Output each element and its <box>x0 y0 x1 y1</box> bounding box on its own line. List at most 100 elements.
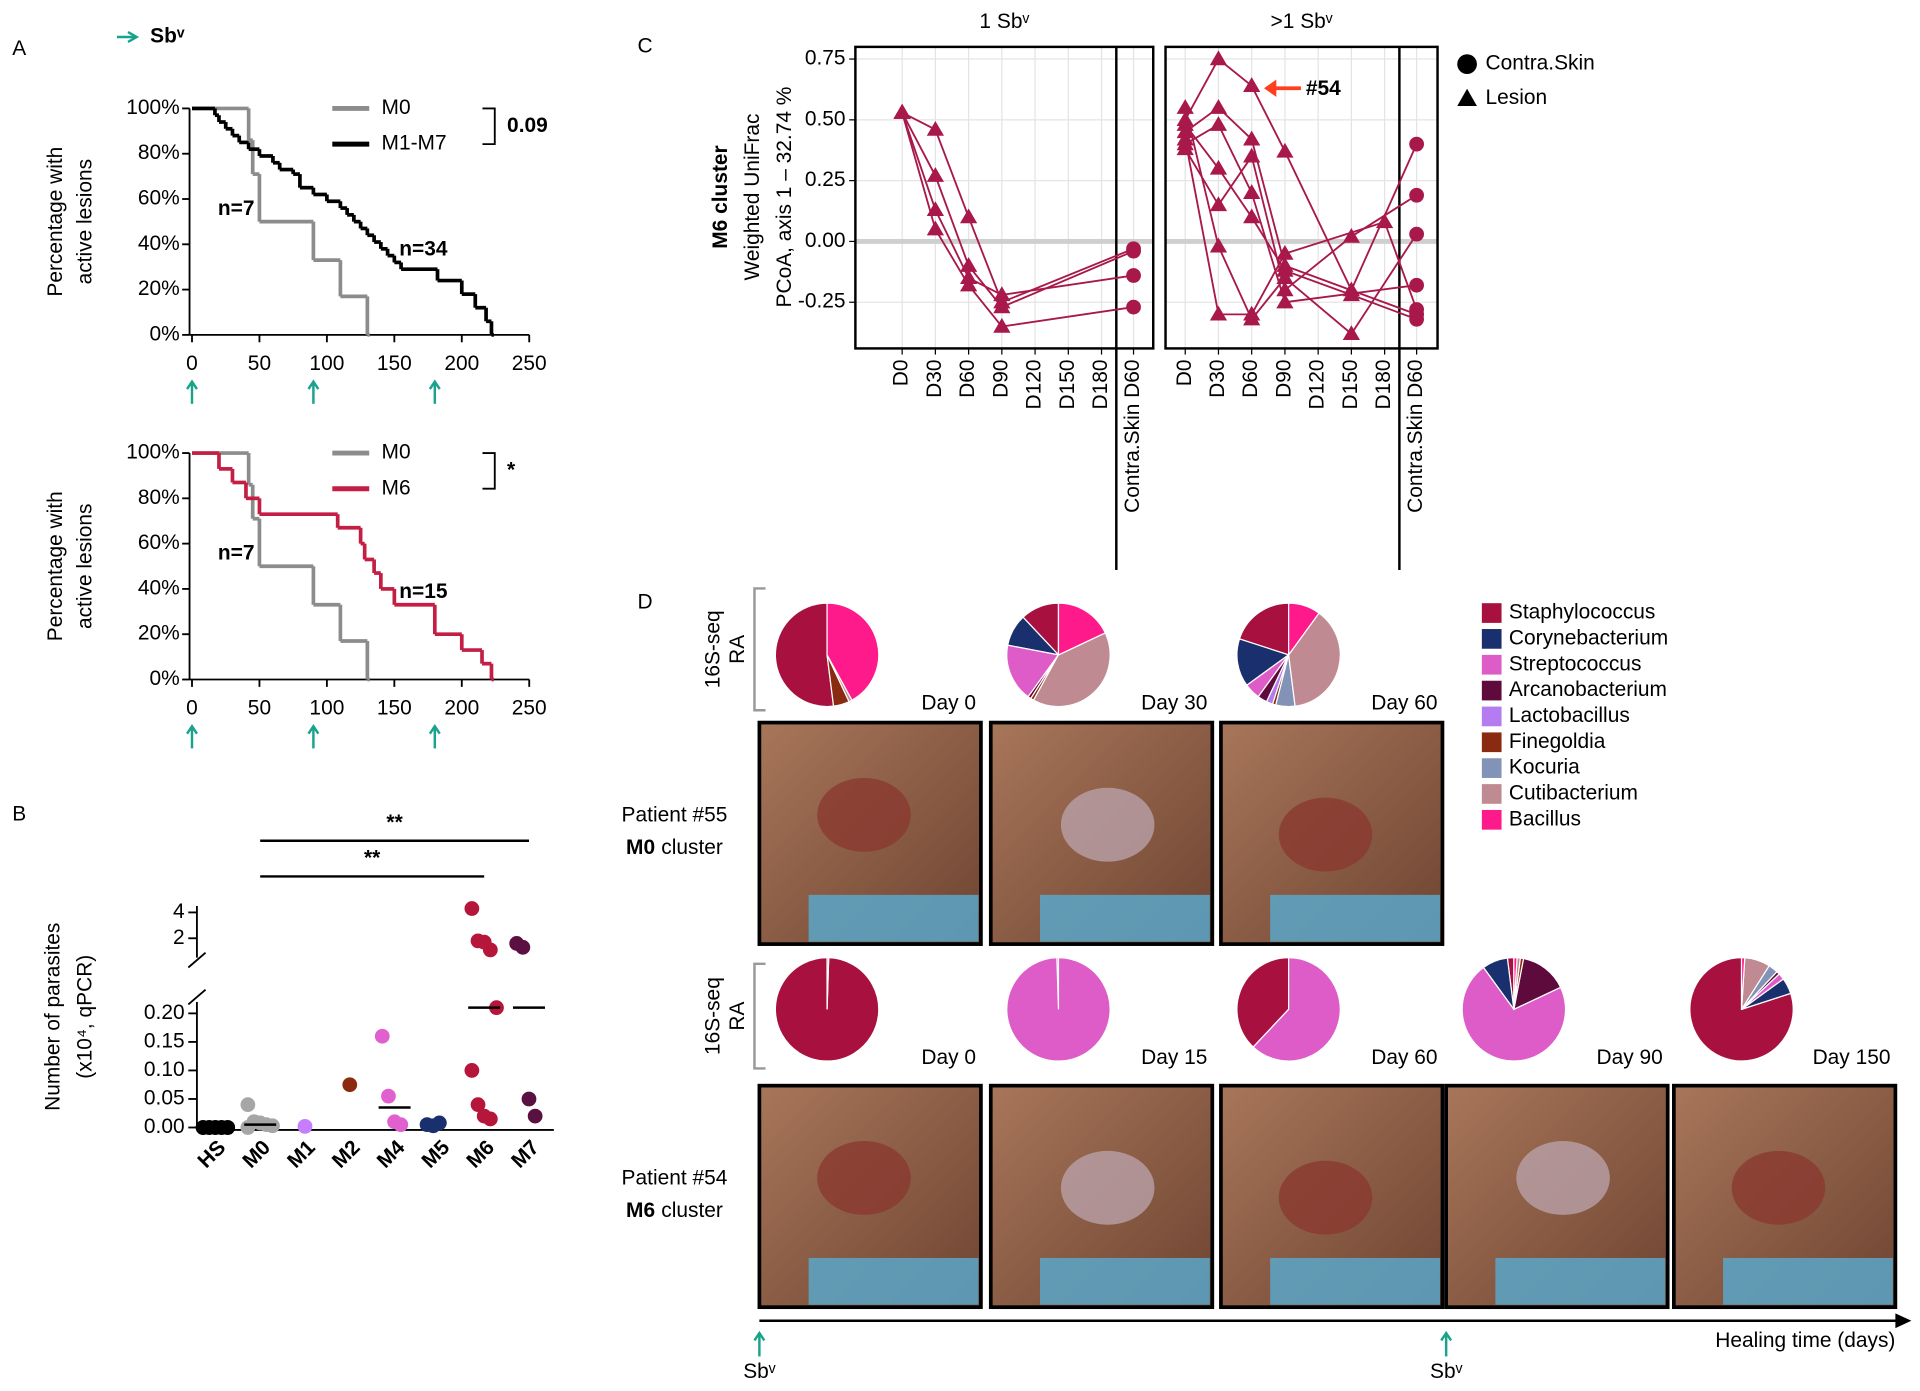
y-tick-label: 20% <box>138 277 180 300</box>
point <box>1209 237 1228 253</box>
arrow-head <box>307 379 320 390</box>
ra-label: RA <box>726 635 749 664</box>
pie-slice <box>1057 602 1107 656</box>
n-label: n=34 <box>399 238 448 261</box>
y-tick-label: 2 <box>173 926 185 949</box>
pie-slice <box>1032 632 1111 708</box>
pie-slice <box>1461 966 1567 1062</box>
ra-bracket <box>753 962 766 1070</box>
point <box>482 942 498 958</box>
day-label: Day 60 <box>1371 1046 1437 1069</box>
legend-marker <box>1457 88 1477 106</box>
y-tick-label: 0.00 <box>805 229 846 252</box>
point <box>893 103 911 119</box>
x-tick-label: M2 <box>328 1136 365 1173</box>
x-tick-label: D30 <box>923 360 946 398</box>
point <box>1126 243 1141 259</box>
y-tick-label: 100% <box>126 441 179 464</box>
legend-swatch <box>1481 758 1502 778</box>
treatment-label: Sbᵛ <box>150 25 185 48</box>
x-tick-label: D120 <box>1023 360 1046 410</box>
point <box>1209 116 1228 131</box>
x-tick-label: D180 <box>1372 360 1395 410</box>
point <box>1409 311 1424 327</box>
arrow-head <box>1264 79 1277 97</box>
y-tick-label: 0% <box>149 667 179 690</box>
ruler <box>1040 1257 1210 1305</box>
day-label: Day 0 <box>921 692 976 715</box>
series-line <box>1184 107 1418 336</box>
point <box>470 1097 486 1113</box>
y-axis-title: Number of parasites <box>42 923 65 1111</box>
patient-label: Patient #55 <box>622 804 728 827</box>
legend-label: Cutibacterium <box>1509 781 1638 804</box>
y-tick-label: 0.75 <box>805 47 846 70</box>
y-tick-label: 0.25 <box>805 168 846 191</box>
point <box>1243 184 1261 199</box>
point <box>515 939 531 955</box>
lesion <box>1278 797 1373 872</box>
point <box>1209 196 1228 212</box>
point <box>1409 187 1424 203</box>
comparison-bracket <box>482 107 496 146</box>
arrow-head <box>1440 1330 1453 1342</box>
x-tick-label: 0 <box>186 697 198 720</box>
point <box>1176 116 1194 131</box>
pie-slice <box>826 957 830 1010</box>
point <box>1243 208 1261 224</box>
legend-label: Bacillus <box>1509 807 1581 830</box>
series-line <box>1184 139 1418 316</box>
point <box>993 317 1011 333</box>
pie-slice <box>1006 644 1060 698</box>
point <box>1342 325 1360 340</box>
n-label: n=15 <box>399 580 448 603</box>
day-label: Day 30 <box>1141 692 1207 715</box>
pie-slice <box>1238 602 1290 656</box>
comparison-label: ** <box>364 847 381 870</box>
arrow-head <box>186 379 198 390</box>
point <box>342 1077 358 1093</box>
pie-slice <box>826 602 880 702</box>
point <box>1176 99 1194 114</box>
n-label: n=7 <box>218 541 255 564</box>
lesion <box>1060 1150 1155 1225</box>
point <box>1342 227 1360 243</box>
patient-label: Patient #54 <box>622 1167 728 1190</box>
point <box>1243 77 1261 92</box>
point <box>374 1028 390 1044</box>
day-label: Day 60 <box>1371 692 1437 715</box>
x-tick-label: D90 <box>1272 360 1295 398</box>
axis-break <box>187 988 207 1006</box>
x-tick-label: M7 <box>507 1136 544 1173</box>
point <box>527 1108 543 1124</box>
panel-label: C <box>638 34 653 57</box>
x-tick-label: D0 <box>1173 360 1196 387</box>
point <box>993 286 1011 302</box>
point <box>381 1088 396 1104</box>
point <box>1342 286 1360 302</box>
x-tick-label: Contra.Skin D60 <box>1121 360 1144 513</box>
point <box>1276 244 1294 260</box>
pie-slice <box>774 602 835 708</box>
x-tick-label: 200 <box>444 697 479 720</box>
point <box>1276 261 1294 277</box>
x-tick-label: D60 <box>1239 360 1262 398</box>
point <box>960 208 978 224</box>
timeline-label: Healing time (days) <box>1715 1329 1895 1352</box>
legend-label: M6 <box>382 476 411 499</box>
cluster-name: M6 <box>626 1199 655 1222</box>
x-tick-label: D180 <box>1089 360 1112 410</box>
legend-label: M1-M7 <box>382 132 447 155</box>
legend-label: Staphylococcus <box>1509 601 1655 624</box>
comparison-label: ** <box>386 811 403 834</box>
legend-swatch <box>1481 680 1502 701</box>
ruler <box>1495 1257 1666 1305</box>
ruler <box>1270 1257 1440 1305</box>
ra-bracket <box>753 587 766 712</box>
x-tick-label: 50 <box>248 352 271 375</box>
x-tick-label: D90 <box>989 360 1012 398</box>
x-tick-label: 250 <box>512 697 547 720</box>
legend-label: Kocuria <box>1509 756 1580 779</box>
